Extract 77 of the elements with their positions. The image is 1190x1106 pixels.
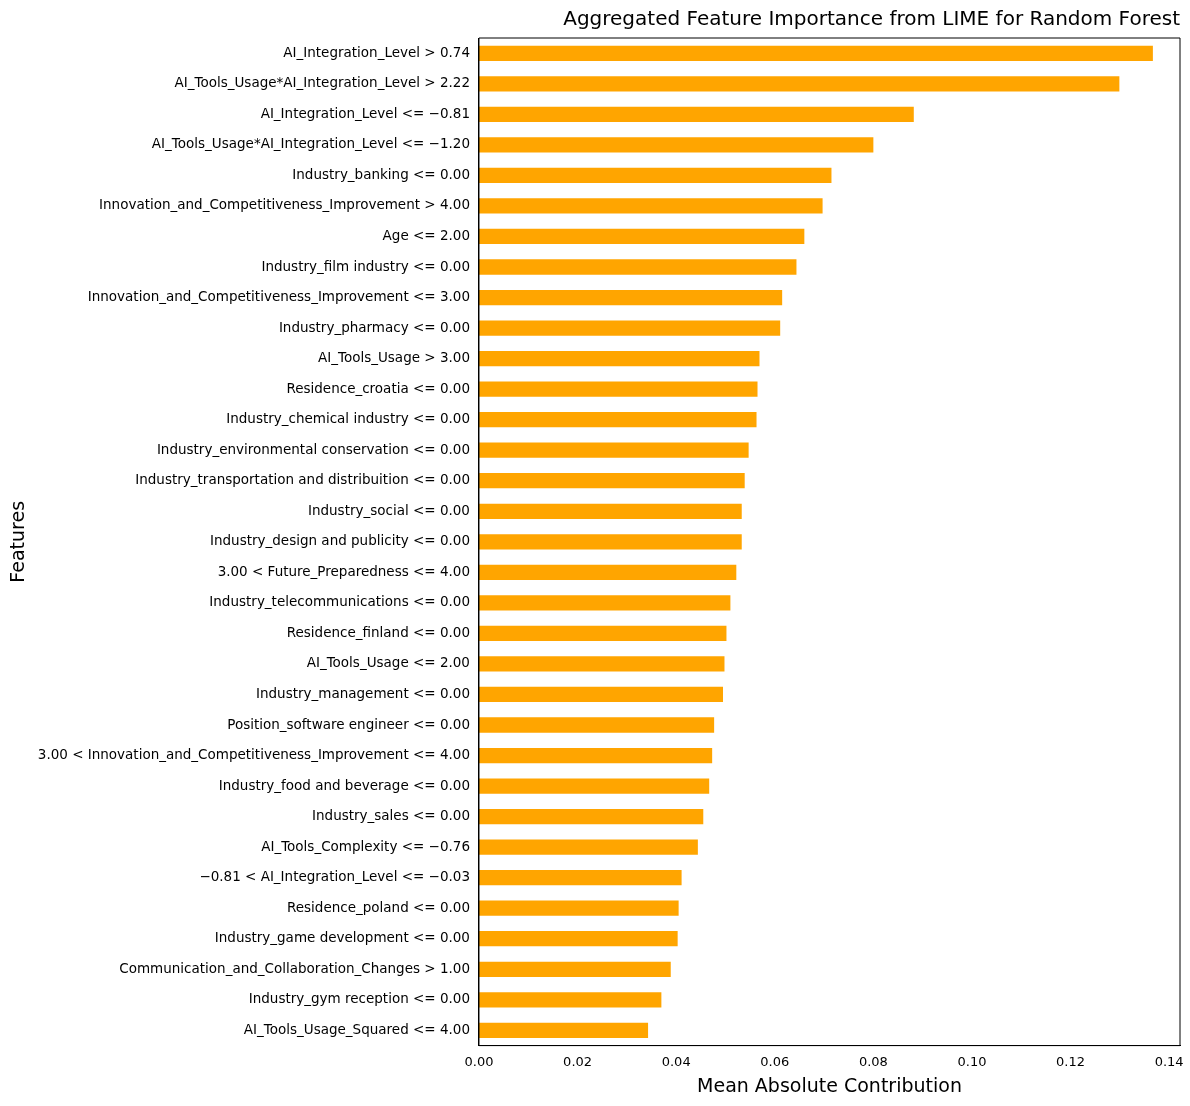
y-tick-label: Industry_design and publicity <= 0.00 [210,532,470,549]
bar [478,778,710,794]
y-tick-label: Communication_and_Collaboration_Changes > 1.00 [119,959,470,976]
bar [478,1022,649,1038]
bar [478,503,742,519]
y-tick-label: AI_Tools_Usage_Squared <= 4.00 [243,1020,470,1037]
y-tick-label: Industry_telecommunications <= 0.00 [209,593,470,610]
bar [478,381,758,397]
bar [478,747,713,764]
bar [478,76,1120,92]
y-tick-label: Industry_transportation and distribuition <= 0.00 [135,471,470,488]
y-tick-label: Industry_sales <= 0.00 [312,807,470,824]
y-tick-label: Residence_poland <= 0.00 [286,898,470,915]
y-tick-label: Innovation_and_Competitiveness_Improvement > 4.00 [99,196,470,213]
x-tick-label: 0.14 [1154,1053,1184,1069]
y-tick-label: Innovation_and_Competitiveness_Improvement <= 3.00 [87,288,470,305]
y-tick-label: Age <= 2.00 [382,226,470,243]
bar [478,106,914,122]
chart-title: Aggregated Feature Importance from LIME for Random Forest [563,6,1181,31]
y-tick-label: AI_Tools_Usage*AI_Integration_Level > 2.22 [174,74,470,91]
bar [478,320,781,336]
bar [478,289,783,306]
bar [478,473,745,489]
bar [478,167,832,184]
y-tick-label: Residence_finland <= 0.00 [286,623,470,640]
bar [478,228,805,245]
y-tick-label: Industry_management <= 0.00 [255,684,470,701]
x-tick-label: 0.04 [661,1053,691,1069]
y-tick-label: Industry_environmental conservation <= 0.00 [156,440,470,457]
bar [478,808,704,825]
y-tick-label: 3.00 < Innovation_and_Competitiveness_Improvement <= 4.00 [37,746,470,763]
y-tick-label: Industry_game development <= 0.00 [214,929,470,946]
y-tick-label: Position_software engineer <= 0.00 [227,715,470,732]
bar [478,412,757,428]
bar [478,717,715,733]
bar [478,900,679,916]
bar [478,350,760,367]
y-tick-label: AI_Tools_Complexity <= −0.76 [261,837,470,854]
bar [478,656,725,672]
bar [478,595,731,611]
bar [478,931,678,947]
bar [478,564,737,580]
y-tick-label: AI_Tools_Usage > 3.00 [317,349,470,366]
y-tick-label: Industry_chemical industry <= 0.00 [226,410,470,427]
y-axis-title: Features [6,500,29,583]
x-tick-label: 0.00 [464,1053,494,1069]
bar [478,686,724,703]
x-tick-label: 0.08 [858,1053,888,1069]
bar [478,534,742,550]
y-tick-label: Industry_pharmacy <= 0.00 [278,318,470,335]
y-tick-label: Industry_social <= 0.00 [307,501,470,518]
x-tick-label: 0.10 [957,1053,987,1069]
bar [478,259,797,275]
y-tick-label: Industry_film industry <= 0.00 [261,257,470,274]
x-tick-label: 0.06 [760,1053,790,1069]
y-tick-label: AI_Integration_Level > 0.74 [283,43,470,60]
bar [478,992,662,1008]
y-tick-label: AI_Tools_Usage*AI_Integration_Level <= −1.20 [151,135,470,152]
bar [478,961,671,977]
y-tick-label: −0.81 < AI_Integration_Level <= −0.03 [199,868,470,885]
bar [478,45,1153,61]
y-tick-label: AI_Tools_Usage <= 2.00 [306,654,470,671]
x-tick-label: 0.02 [563,1053,593,1069]
y-tick-label: Industry_gym reception <= 0.00 [248,990,470,1007]
y-tick-label: AI_Integration_Level <= −0.81 [260,104,470,121]
bar [478,442,749,458]
bar [478,198,823,214]
bar [478,625,727,642]
y-tick-label: Industry_banking <= 0.00 [292,165,470,182]
bar [478,870,682,886]
y-tick-label: Industry_food and beverage <= 0.00 [218,776,470,793]
y-tick-label: 3.00 < Future_Preparedness <= 4.00 [217,562,470,579]
y-tick-label: Residence_croatia <= 0.00 [286,379,470,396]
bar [478,137,874,153]
x-axis-title: Mean Absolute Contribution [697,1073,962,1096]
bar [478,839,698,855]
x-tick-label: 0.12 [1056,1053,1086,1069]
